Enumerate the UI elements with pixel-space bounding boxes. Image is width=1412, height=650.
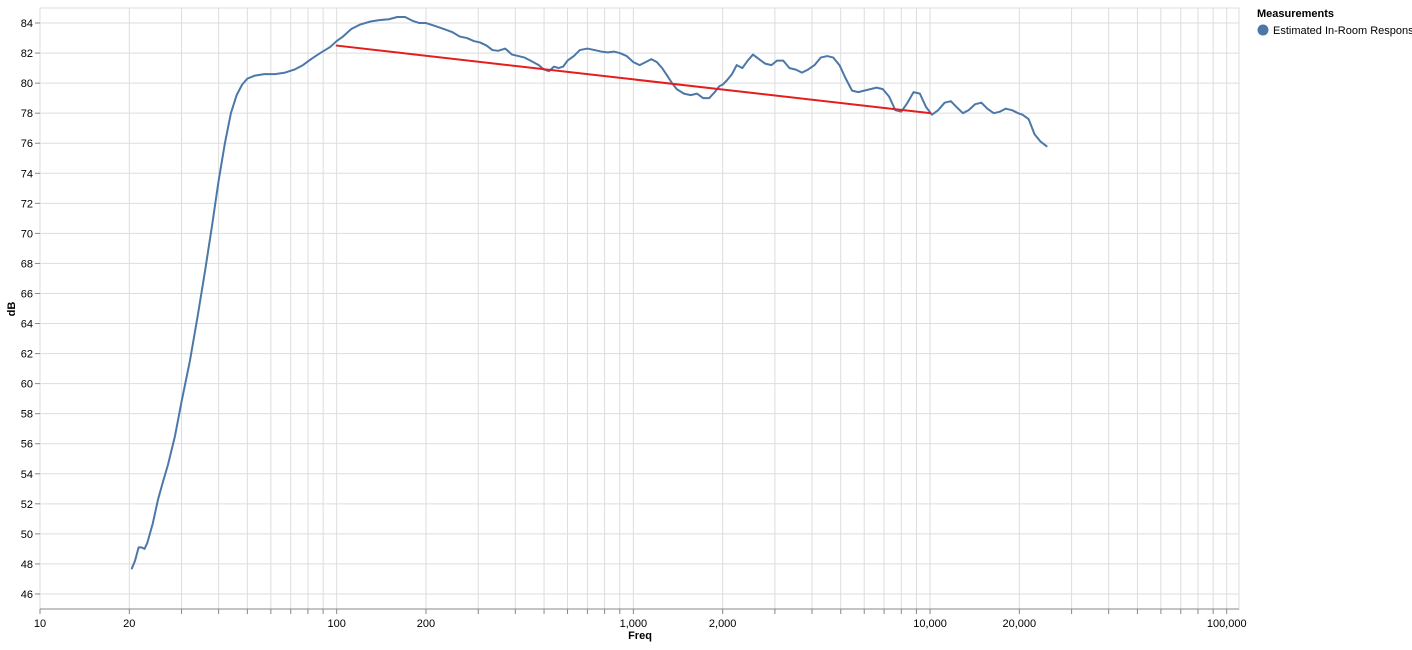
y-tick-label: 80 [21,78,33,90]
y-tick-label: 76 [21,138,33,150]
x-tick-label: 10,000 [913,618,947,630]
x-tick-label: 200 [417,618,435,630]
legend: Measurements Estimated In-Room Response [1257,8,1412,37]
legend-symbol [1257,24,1269,36]
response-line [130,16,1048,570]
y-tick-label: 78 [21,108,33,120]
y-tick-label: 70 [21,228,33,240]
x-tick-label: 20 [123,618,135,630]
y-axis-title: dB [6,302,18,317]
y-tick-label: 64 [21,319,33,331]
y-tick-label: 62 [21,349,33,361]
legend-item-label: Estimated In-Room Response [1273,25,1412,37]
y-tick-label: 66 [21,288,33,300]
x-tick-label: 100,000 [1207,618,1247,630]
x-tick-label: 2,000 [709,618,737,630]
y-tick-label: 46 [21,589,33,601]
y-tick-label: 58 [21,409,33,421]
y-tick-label: 68 [21,258,33,270]
x-axis-title: Freq [628,630,652,642]
y-tick-label: 82 [21,48,33,60]
trend-line [335,44,932,115]
x-tick-label: 10 [34,618,46,630]
y-tick-label: 60 [21,379,33,391]
y-tick-label: 50 [21,529,33,541]
x-tick-label: 20,000 [1003,618,1037,630]
series-lines [130,16,1048,570]
plot-frame [39,7,1240,610]
y-tick-label: 84 [21,18,33,30]
x-tick-label: 100 [328,618,346,630]
legend-title: Measurements [1257,8,1334,20]
y-tick-label: 54 [21,469,33,481]
axes: 46 48 50 52 54 56 58 60 62 64 66 68 70 72 74 76 78 80 82 84… [21,18,1247,630]
y-tick-label: 56 [21,439,33,451]
x-tick-label: 1,000 [620,618,648,630]
y-tick-label: 48 [21,559,33,571]
y-tick-label: 74 [21,168,33,180]
y-tick-label: 52 [21,499,33,511]
grid-lines [39,7,1240,610]
y-tick-label: 72 [21,198,33,210]
